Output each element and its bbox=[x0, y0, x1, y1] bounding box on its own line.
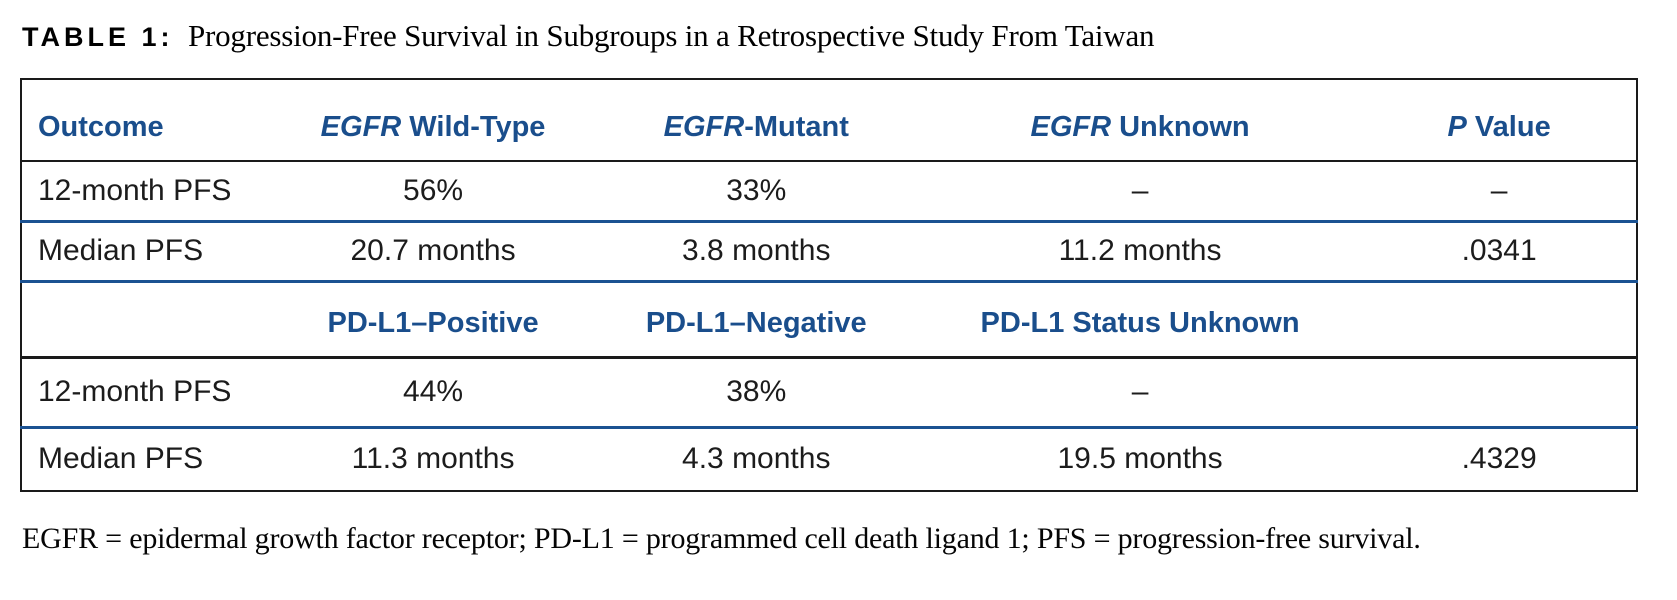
cell-value bbox=[1362, 357, 1637, 429]
header-row-egfr: Outcome EGFR Wild-Type EGFR-Mutant EGFR … bbox=[21, 79, 1637, 162]
cell-value: 4.3 months bbox=[682, 442, 831, 476]
header-cell-pdl1-positive: PD-L1–Positive bbox=[271, 281, 595, 359]
cell-value: 3.8 months bbox=[594, 221, 918, 283]
cell-value: .4329 bbox=[1461, 442, 1537, 476]
cell-value: – bbox=[917, 161, 1363, 223]
header-cell-pdl1-negative: PD-L1–Negative bbox=[594, 281, 918, 359]
cell-value: 19.5 months bbox=[1057, 442, 1223, 476]
table-row: Median PFS 20.7 months 3.8 months 11.2 m… bbox=[21, 221, 1637, 283]
cell-value: 11.3 months bbox=[351, 442, 515, 476]
cell-outcome-label: 12-month PFS bbox=[21, 161, 272, 223]
header-cell-egfr-wild-type: EGFR Wild-Type bbox=[271, 79, 595, 162]
header-cell-pdl1-status-unknown: PD-L1 Status Unknown bbox=[917, 281, 1363, 359]
cell-outcome-label: 12-month PFS bbox=[21, 357, 272, 429]
header-cell-egfr-mutant: EGFR-Mutant bbox=[594, 79, 918, 162]
pfs-subgroups-table: Outcome EGFR Wild-Type EGFR-Mutant EGFR … bbox=[20, 78, 1638, 492]
table-footnote: EGFR = epidermal growth factor receptor;… bbox=[22, 522, 1421, 555]
header-cell-p-value: P Value bbox=[1362, 79, 1637, 162]
cell-value: 44% bbox=[271, 357, 595, 429]
table-title-text: Progression-Free Survival in Subgroups i… bbox=[187, 18, 1155, 53]
header-cell-empty bbox=[21, 281, 272, 359]
header-cell-egfr-unknown: EGFR Unknown bbox=[917, 79, 1363, 162]
cell-outcome-label: Median PFS bbox=[21, 221, 272, 283]
table-row: 12-month PFS 56% 33% – – bbox=[21, 161, 1637, 223]
cell-value: 38% bbox=[594, 357, 918, 429]
cell-value: – bbox=[917, 357, 1363, 429]
cell-value: .0341 bbox=[1362, 221, 1637, 283]
cell-outcome-label: Median PFS bbox=[38, 442, 204, 476]
cell-value: 11.2 months bbox=[917, 221, 1363, 283]
table-number-label: TABLE 1: bbox=[22, 22, 174, 52]
cell-value: – bbox=[1362, 161, 1637, 223]
cell-value: 33% bbox=[594, 161, 918, 223]
header-cell-empty bbox=[1362, 281, 1637, 359]
table-title: TABLE 1: Progression-Free Survival in Su… bbox=[22, 18, 1657, 54]
table-row: Median PFS 11.3 months 4.3 months 19.5 m… bbox=[21, 427, 1637, 491]
header-cell-outcome: Outcome bbox=[21, 79, 272, 162]
cell-value: 20.7 months bbox=[271, 221, 595, 283]
table-row: 12-month PFS 44% 38% – bbox=[21, 357, 1637, 429]
cell-value: 56% bbox=[271, 161, 595, 223]
header-row-pdl1: PD-L1–Positive PD-L1–Negative PD-L1 Stat… bbox=[21, 281, 1637, 359]
